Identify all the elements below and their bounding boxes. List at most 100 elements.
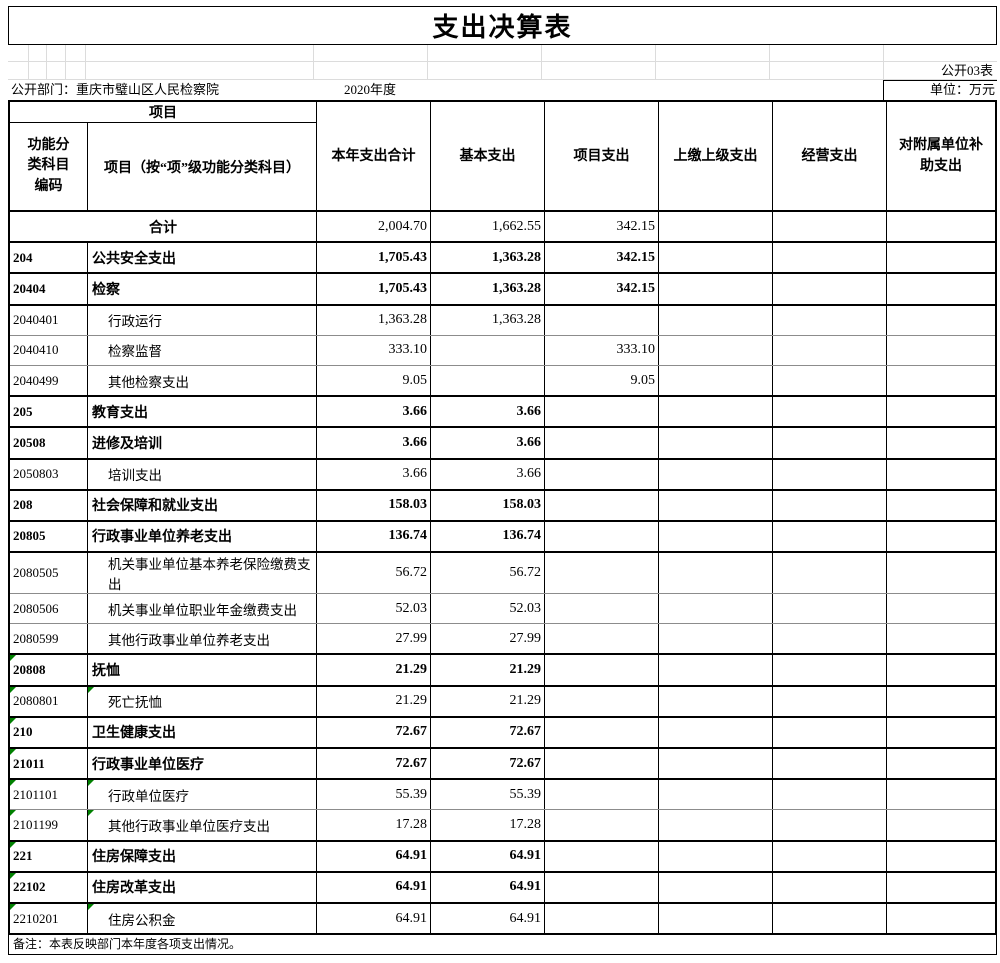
cell-value: 158.03: [431, 490, 545, 520]
cell-value: [431, 365, 545, 396]
table-row: 20808 抚恤 21.29 21.29: [10, 653, 995, 685]
cell-name: 行政事业单位医疗: [88, 749, 317, 779]
cell-value: [545, 872, 659, 902]
cell-value: [659, 841, 773, 871]
gridline: [427, 62, 428, 79]
cell-name: 住房公积金: [88, 903, 317, 934]
sheet-label-row: 公开03表: [8, 62, 997, 80]
cell-value: 136.74: [317, 521, 431, 552]
table-row: 22102 住房改革支出 64.91 64.91: [10, 870, 995, 902]
cell-name: 其他检察支出: [88, 365, 317, 396]
cell-value: 56.72: [317, 553, 431, 594]
cell-value: [887, 810, 995, 839]
cell-value: 342.15: [545, 212, 659, 242]
cell-error-marker-icon: [10, 872, 16, 879]
cell-value: 3.66: [431, 397, 545, 427]
cell-value: 64.91: [431, 841, 545, 871]
cell-value: [659, 553, 773, 594]
cell-value: [659, 212, 773, 242]
header-col-operating: 经营支出: [773, 102, 887, 210]
table-row: 2101199 其他行政事业单位医疗支出 17.28 17.28: [10, 809, 995, 840]
cell-value: [773, 780, 887, 810]
cell-value: 17.28: [431, 810, 545, 840]
cell-value: 21.29: [431, 655, 545, 685]
cell-value: 1,363.28: [317, 305, 431, 335]
expenditure-table: 项目 功能分类科目编码 项目（按“项”级功能分类科目） 本年支出合计 基本支出 …: [8, 100, 997, 935]
cell-value: 72.67: [431, 717, 545, 747]
cell-code: 22102: [10, 872, 88, 902]
cell-error-marker-icon: [88, 686, 94, 693]
cell-value: 3.66: [431, 428, 545, 458]
cell-value: [431, 335, 545, 365]
gridline: [769, 62, 770, 79]
cell-value: [545, 841, 659, 871]
cell-code: 2040401: [10, 305, 88, 335]
gridline: [427, 45, 428, 61]
cell-code: 20404: [10, 274, 88, 304]
table-row: 2210201 住房公积金 64.91 64.91: [10, 901, 995, 934]
cell-value: [659, 274, 773, 304]
cell-value: [773, 717, 887, 747]
table-row: 20404 检察 1,705.43 1,363.28 342.15: [10, 272, 995, 304]
cell-value: 9.05: [545, 365, 659, 396]
header-name-column: 项目（按“项”级功能分类科目）: [104, 160, 300, 176]
cell-value: 342.15: [545, 274, 659, 304]
table-row: 204 公共安全支出 1,705.43 1,363.28 342.15: [10, 241, 995, 273]
table-row: 合计 2,004.70 1,662.55 342.15: [10, 212, 995, 242]
cell-value: 17.28: [317, 810, 431, 840]
gridline: [46, 62, 47, 79]
cell-error-marker-icon: [88, 903, 94, 910]
cell-value: 27.99: [431, 624, 545, 654]
cell-value: [773, 655, 887, 685]
cell-name: 抚恤: [88, 655, 317, 685]
gridline: [46, 45, 47, 61]
cell-value: [659, 305, 773, 335]
table-row: 2040499 其他检察支出 9.05 9.05: [10, 364, 995, 396]
cell-value: [887, 842, 995, 871]
cell-code: 210: [10, 717, 88, 747]
cell-value: [773, 212, 887, 242]
header-col-total: 本年支出合计: [317, 102, 431, 210]
cell-value: [773, 335, 887, 365]
header-col-project: 项目支出: [545, 102, 659, 210]
cell-error-marker-icon: [10, 717, 16, 724]
cell-value: 333.10: [317, 335, 431, 365]
table-row: 21011 行政事业单位医疗 72.67 72.67: [10, 747, 995, 779]
table-row: 20805 行政事业单位养老支出 136.74 136.74: [10, 519, 995, 552]
cell-value: [773, 594, 887, 624]
table-row: 2080801 死亡抚恤 21.29 21.29: [10, 684, 995, 716]
cell-code: 2080505: [10, 553, 88, 594]
cell-code: 2080506: [10, 594, 88, 624]
cell-value: [887, 687, 995, 716]
cell-value: [773, 305, 887, 335]
cell-name: 检察监督: [88, 335, 317, 365]
cell-value: [773, 810, 887, 840]
gridline: [85, 62, 86, 79]
cell-value: [545, 490, 659, 520]
gridline: [541, 62, 542, 79]
cell-value: 64.91: [431, 872, 545, 902]
cell-value: 3.66: [317, 397, 431, 427]
cell-value: [545, 397, 659, 427]
cell-value: [887, 336, 995, 365]
cell-code: 204: [10, 243, 88, 273]
gridline: [655, 62, 656, 79]
cell-value: [545, 655, 659, 685]
cell-name: 卫生健康支出: [88, 717, 317, 747]
cell-value: 1,363.28: [431, 274, 545, 304]
cell-value: 3.66: [317, 459, 431, 489]
cell-value: [773, 490, 887, 520]
cell-value: [773, 686, 887, 716]
table-header: 项目 功能分类科目编码 项目（按“项”级功能分类科目） 本年支出合计 基本支出 …: [10, 102, 995, 212]
cell-value: [887, 274, 995, 303]
cell-code: 2080801: [10, 686, 88, 716]
cell-name: 其他行政事业单位养老支出: [88, 624, 317, 654]
cell-value: [545, 686, 659, 716]
cell-value: [773, 624, 887, 654]
cell-value: 1,662.55: [431, 212, 545, 242]
cell-value: [887, 624, 995, 653]
table-row: 2080505 机关事业单位基本养老保险缴费支出 56.72 56.72: [10, 551, 995, 594]
cell-value: [659, 655, 773, 685]
gridline: [655, 45, 656, 61]
cell-name: 培训支出: [88, 459, 317, 489]
